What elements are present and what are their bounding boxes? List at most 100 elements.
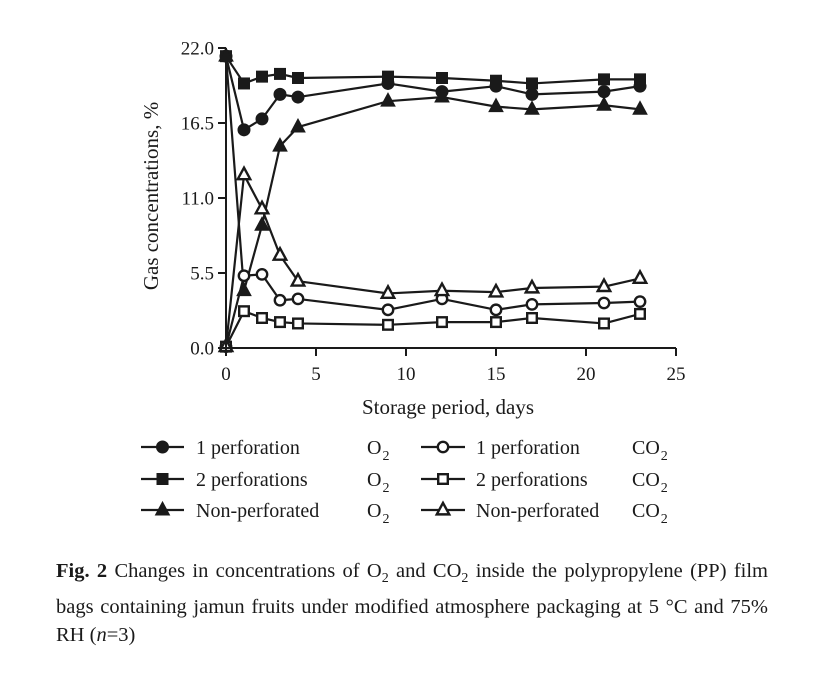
legend-gas: CO2 [632, 437, 668, 464]
data-point [273, 293, 287, 307]
legend-marker [154, 500, 171, 516]
data-point [237, 305, 250, 318]
data-point [237, 269, 251, 283]
data-point [523, 278, 541, 294]
data-point [595, 276, 613, 293]
legend-gas: CO2 [632, 469, 668, 496]
legend-marker [437, 473, 450, 486]
caption-sub-1: 2 [381, 571, 389, 587]
legend-label: 2 perforations [476, 469, 588, 491]
data-point [255, 267, 269, 281]
data-point [292, 317, 305, 330]
data-point [634, 307, 647, 320]
caption-label: Fig. 2 [56, 560, 108, 582]
x-tick-label: 0 [221, 364, 231, 385]
caption-n: n [96, 624, 107, 647]
legend-gas: O2 [367, 469, 389, 496]
data-point [598, 73, 610, 86]
data-point [634, 73, 646, 86]
data-point [525, 87, 539, 101]
data-point [238, 77, 250, 90]
gas-concentration-chart: 0.0 5.5 11.0 16.5 22.0 0 5 10 15 20 25 Gas concent… [139, 39, 686, 528]
legend-label: 1 perforation [196, 437, 300, 459]
y-axis-title: Gas concentrations, % [139, 102, 163, 290]
data-point [254, 216, 270, 231]
legend-label: Non-perforated [476, 500, 599, 522]
data-point [632, 100, 648, 115]
data-point [235, 165, 253, 181]
series-4 [219, 305, 647, 353]
data-point [524, 100, 540, 115]
legend-gas-subscript: 2 [382, 449, 389, 464]
legend-entry-2: Non-perforated O2 [141, 500, 389, 527]
series-0 [219, 49, 647, 137]
data-point [382, 70, 394, 83]
data-point [271, 245, 289, 261]
legend-entry-5: Non-perforated CO2 [421, 500, 668, 527]
x-axis-title: Storage period, days [362, 395, 534, 419]
x-tick-label: 20 [577, 364, 596, 385]
data-point [290, 117, 306, 133]
series-line [224, 273, 641, 347]
data-point [274, 67, 286, 80]
data-point [433, 281, 451, 297]
y-tick-label: 5.5 [190, 264, 214, 285]
legend-entry-3: 1 perforation CO2 [421, 437, 668, 464]
data-point [490, 74, 502, 87]
data-point [272, 137, 288, 152]
data-point [237, 123, 251, 137]
y-tick-label: 11.0 [181, 189, 214, 210]
legend: 1 perforation O2 2 perforations O2 Non-perfo… [141, 437, 668, 527]
axes: 0.0 5.5 11.0 16.5 22.0 0 5 10 15 20 25 [181, 39, 686, 386]
data-point [380, 92, 396, 107]
data-point [291, 292, 305, 306]
data-point [434, 87, 450, 103]
data-point [436, 72, 448, 84]
data-point [488, 97, 504, 113]
y-tick-label: 22.0 [181, 39, 214, 60]
caption-text-4: =3) [106, 624, 136, 647]
caption-text-1: Changes in concentrations of O [107, 560, 382, 582]
x-tick-label: 10 [397, 364, 416, 385]
legend-entry-1: 2 perforations O2 [141, 469, 389, 496]
legend-marker [436, 440, 450, 454]
data-point [596, 96, 612, 111]
legend-gas-subscript: 2 [661, 481, 668, 496]
caption-sub-2: 2 [461, 571, 469, 587]
legend-label: 2 perforations [196, 469, 308, 491]
data-point [256, 70, 268, 83]
data-point [274, 316, 287, 329]
x-tick-label: 25 [667, 364, 686, 385]
data-point [526, 312, 539, 325]
data-point [255, 112, 269, 126]
data-point [436, 316, 449, 329]
series-2 [218, 47, 648, 297]
legend-gas-subscript: 2 [661, 449, 668, 464]
x-tick-label: 15 [487, 364, 506, 385]
legend-gas: O2 [367, 437, 389, 464]
data-point [253, 199, 271, 215]
data-point [292, 72, 304, 84]
data-point [597, 296, 611, 310]
data-point [382, 318, 395, 331]
legend-gas-subscript: 2 [661, 512, 668, 527]
data-point [598, 317, 611, 330]
data-point [291, 90, 305, 104]
data-point [487, 282, 505, 298]
data-point [526, 77, 538, 90]
data-point [381, 303, 395, 317]
legend-marker [156, 440, 169, 454]
data-point [489, 303, 503, 317]
data-point [273, 87, 287, 101]
series-line [225, 55, 640, 85]
legend-label: Non-perforated [196, 500, 319, 522]
legend-gas-subscript: 2 [382, 481, 389, 496]
legend-gas: CO2 [632, 500, 668, 527]
caption-text-2: and CO [388, 560, 462, 582]
series-line [225, 310, 641, 348]
x-tick-label: 5 [311, 364, 321, 385]
caption-text-3: inside the polypropylene (PP) film bags … [56, 560, 768, 647]
data-point [379, 283, 397, 300]
y-tick-label: 16.5 [181, 114, 214, 135]
plot-area [217, 47, 649, 354]
